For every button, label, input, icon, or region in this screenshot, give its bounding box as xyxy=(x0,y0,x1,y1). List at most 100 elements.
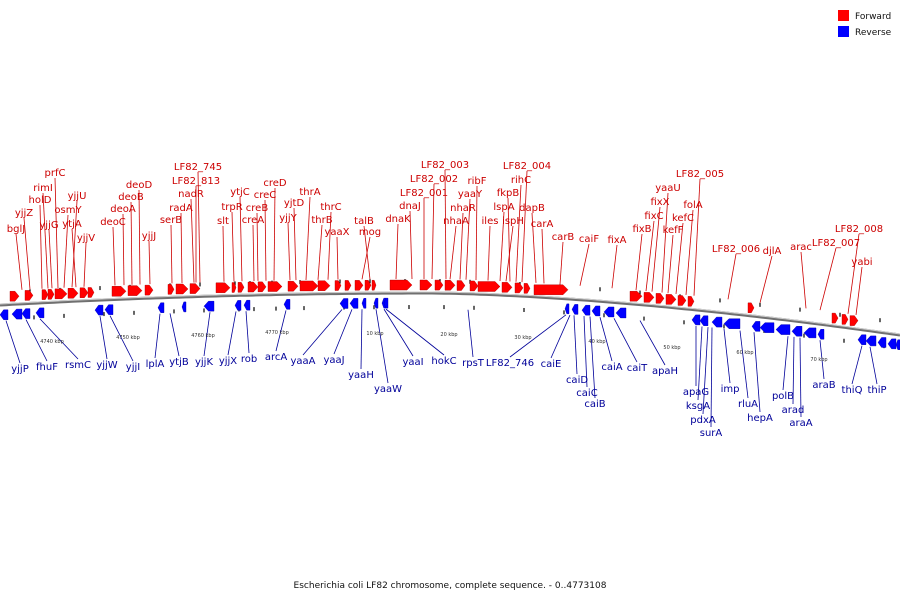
reverse-gene-arrow[interactable] xyxy=(373,297,379,309)
reverse-gene-arrow[interactable] xyxy=(181,301,187,313)
reverse-gene-arrow[interactable] xyxy=(857,334,867,345)
forward-gene-arrow[interactable] xyxy=(231,282,237,293)
forward-gene-arrow[interactable] xyxy=(477,281,501,292)
leader-line xyxy=(305,196,311,281)
forward-gene-arrow[interactable] xyxy=(344,280,352,291)
forward-gene-arrow[interactable] xyxy=(237,282,245,293)
reverse-gene-arrow[interactable] xyxy=(895,339,900,350)
forward-gene-arrow[interactable] xyxy=(267,281,283,292)
forward-gene-arrow[interactable] xyxy=(747,302,755,314)
reverse-gene-arrow[interactable] xyxy=(603,306,615,318)
forward-gene-arrow[interactable] xyxy=(67,288,79,299)
forward-gene-arrow[interactable] xyxy=(677,295,687,306)
forward-gene-arrow[interactable] xyxy=(665,294,677,305)
forward-gene-arrow[interactable] xyxy=(189,283,201,294)
forward-gene-arrow[interactable] xyxy=(299,280,319,292)
leader-line xyxy=(799,337,802,418)
forward-gene-arrow[interactable] xyxy=(24,290,34,301)
forward-gene-arrow[interactable] xyxy=(434,279,444,291)
forward-gene-arrow[interactable] xyxy=(364,280,372,291)
reverse-gene-arrow[interactable] xyxy=(791,326,803,337)
forward-gene-arrow[interactable] xyxy=(389,279,413,291)
forward-gene-label: LF82_813 xyxy=(172,176,220,187)
reverse-gene-arrow[interactable] xyxy=(283,299,291,310)
reverse-gene-arrow[interactable] xyxy=(817,329,825,340)
leader-line xyxy=(702,327,709,415)
forward-gene-arrow[interactable] xyxy=(533,284,569,295)
forward-gene-arrow[interactable] xyxy=(469,280,479,292)
forward-gene-arrow[interactable] xyxy=(841,314,849,325)
forward-gene-arrow[interactable] xyxy=(111,286,127,297)
forward-gene-arrow[interactable] xyxy=(317,280,331,291)
forward-gene-arrow[interactable] xyxy=(629,291,643,302)
reverse-gene-label: surA xyxy=(700,428,723,439)
reverse-gene-arrow[interactable] xyxy=(591,305,601,317)
reverse-gene-arrow[interactable] xyxy=(865,335,877,347)
forward-gene-arrow[interactable] xyxy=(9,291,20,302)
forward-gene-arrow[interactable] xyxy=(167,284,175,295)
reverse-gene-arrow[interactable] xyxy=(723,318,741,329)
reverse-gene-arrow[interactable] xyxy=(11,308,23,320)
forward-gene-arrow[interactable] xyxy=(144,284,154,296)
reverse-gene-arrow[interactable] xyxy=(0,309,9,320)
reverse-gene-arrow[interactable] xyxy=(581,304,591,316)
reverse-gene-arrow[interactable] xyxy=(699,315,709,326)
reverse-gene-arrow[interactable] xyxy=(887,338,897,350)
forward-gene-arrow[interactable] xyxy=(354,280,364,291)
reverse-gene-arrow[interactable] xyxy=(21,308,31,319)
reverse-gene-arrow[interactable] xyxy=(104,304,114,315)
forward-gene-arrow[interactable] xyxy=(655,293,665,304)
reverse-gene-arrow[interactable] xyxy=(803,327,817,339)
forward-gene-arrow[interactable] xyxy=(175,283,189,295)
reverse-genes[interactable] xyxy=(0,297,900,350)
leader-line xyxy=(459,212,464,280)
reverse-gene-arrow[interactable] xyxy=(877,337,887,348)
forward-gene-arrow[interactable] xyxy=(523,283,531,294)
forward-gene-arrow[interactable] xyxy=(87,287,95,298)
forward-gene-arrow[interactable] xyxy=(247,281,259,293)
reverse-gene-arrow[interactable] xyxy=(94,304,104,316)
reverse-gene-arrow[interactable] xyxy=(775,324,791,335)
leader-line xyxy=(444,169,447,280)
forward-gene-arrow[interactable] xyxy=(127,285,143,296)
reverse-gene-arrow[interactable] xyxy=(234,300,242,311)
reverse-gene-arrow[interactable] xyxy=(711,316,723,328)
reverse-gene-arrow[interactable] xyxy=(243,299,251,311)
reverse-gene-arrow[interactable] xyxy=(339,298,349,309)
forward-gene-arrow[interactable] xyxy=(501,282,513,293)
reverse-gene-label: rluA xyxy=(738,399,758,410)
reverse-gene-arrow[interactable] xyxy=(751,321,761,332)
forward-gene-arrow[interactable] xyxy=(215,282,231,293)
reverse-gene-arrow[interactable] xyxy=(564,303,570,315)
forward-gene-arrow[interactable] xyxy=(334,280,342,291)
forward-gene-arrow[interactable] xyxy=(643,292,655,303)
reverse-gene-arrow[interactable] xyxy=(691,314,701,326)
reverse-gene-arrow[interactable] xyxy=(203,300,215,312)
leader-line xyxy=(302,309,343,356)
reverse-gene-arrow[interactable] xyxy=(383,297,389,309)
reverse-gene-arrow[interactable] xyxy=(157,302,165,313)
reverse-gene-arrow[interactable] xyxy=(571,304,579,315)
forward-gene-arrow[interactable] xyxy=(79,287,89,298)
leader-line xyxy=(541,228,545,284)
forward-gene-arrow[interactable] xyxy=(514,282,524,294)
reverse-gene-arrow[interactable] xyxy=(35,307,45,319)
reverse-gene-arrow[interactable] xyxy=(759,322,775,333)
forward-gene-arrow[interactable] xyxy=(257,281,267,293)
forward-gene-arrow[interactable] xyxy=(687,296,695,307)
forward-gene-arrow[interactable] xyxy=(54,288,68,300)
forward-gene-arrow[interactable] xyxy=(444,280,456,291)
reverse-gene-arrow[interactable] xyxy=(615,307,627,319)
reverse-gene-arrow[interactable] xyxy=(361,298,367,309)
forward-gene-arrow[interactable] xyxy=(41,289,49,300)
reverse-gene-arrow[interactable] xyxy=(349,298,359,309)
forward-gene-arrow[interactable] xyxy=(456,280,466,291)
forward-gene-label: ispH xyxy=(502,216,524,227)
forward-gene-arrow[interactable] xyxy=(419,279,433,291)
forward-gene-arrow[interactable] xyxy=(47,289,55,300)
forward-gene-arrow[interactable] xyxy=(849,315,859,326)
forward-gene-arrow[interactable] xyxy=(287,281,299,292)
forward-gene-arrow[interactable] xyxy=(371,280,377,291)
forward-gene-arrow[interactable] xyxy=(831,312,839,324)
forward-genes[interactable] xyxy=(9,279,859,326)
